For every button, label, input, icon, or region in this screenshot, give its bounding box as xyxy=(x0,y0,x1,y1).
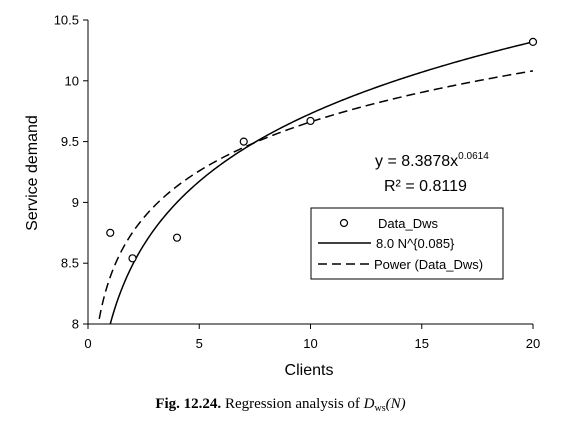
data-point-marker xyxy=(528,37,538,46)
plot-area: 0 5 10 15 20 8 8.5 9 9.5 10 10.5 xyxy=(54,13,541,352)
caption-text: Regression analysis of xyxy=(224,396,360,412)
regression-chart: 0 5 10 15 20 8 8.5 9 9.5 10 10.5 Clients Service d… xyxy=(24,13,541,380)
caption-math-symbol: D xyxy=(363,396,375,412)
r-squared-label: R² = 0.8119 xyxy=(384,178,467,195)
figure-caption: Fig. 12.24. Regression analysis of Dws(N… xyxy=(0,396,561,414)
y-axis-title: Service demand xyxy=(24,115,41,231)
y-tick-label: 9 xyxy=(72,195,79,210)
x-tick-label: 10 xyxy=(303,336,317,351)
y-tick-label: 9.5 xyxy=(61,134,79,149)
legend: Data_Dws 8.0 N^{0.085} Power (Data_Dws) xyxy=(310,207,504,280)
legend-label-dashed: Power (Data_Dws) xyxy=(374,257,483,272)
legend-marker-data xyxy=(339,218,349,228)
svg-text:y = 8.3878x0.0614: y = 8.3878x0.0614 xyxy=(375,151,489,170)
data-point-marker xyxy=(172,233,182,242)
x-axis-title: Clients xyxy=(285,362,334,379)
y-tick-label: 8 xyxy=(72,317,79,332)
power-fit-dashed-line xyxy=(97,70,533,324)
caption-figure-label: Fig. 12.24. xyxy=(155,396,222,412)
data-point-marker xyxy=(239,137,248,146)
y-tick-label: 10 xyxy=(65,73,79,88)
legend-label-solid: 8.0 N^{0.085} xyxy=(376,236,455,251)
model-solid-line xyxy=(109,41,533,324)
legend-label-data: Data_Dws xyxy=(378,216,438,231)
x-tick-label: 5 xyxy=(196,336,203,351)
x-tick-label: 15 xyxy=(415,336,429,351)
data-point-marker xyxy=(106,228,115,237)
data-point-marker xyxy=(128,254,137,263)
equation-exponent: 0.0614 xyxy=(458,151,489,162)
regression-equation: y = 8.3878x0.0614 R² = 0.8119 xyxy=(375,151,489,195)
caption-math: Dws(N) xyxy=(363,396,406,414)
x-tick-label: 0 xyxy=(84,336,91,351)
caption-math-subscript: ws xyxy=(374,403,386,414)
data-point-marker xyxy=(306,116,315,126)
x-tick-label: 20 xyxy=(526,336,540,351)
y-tick-label: 8.5 xyxy=(61,256,79,271)
caption-math-argument: (N) xyxy=(385,396,406,412)
y-tick-label: 10.5 xyxy=(54,13,79,28)
equation-main: y = 8.3878x xyxy=(375,153,458,170)
